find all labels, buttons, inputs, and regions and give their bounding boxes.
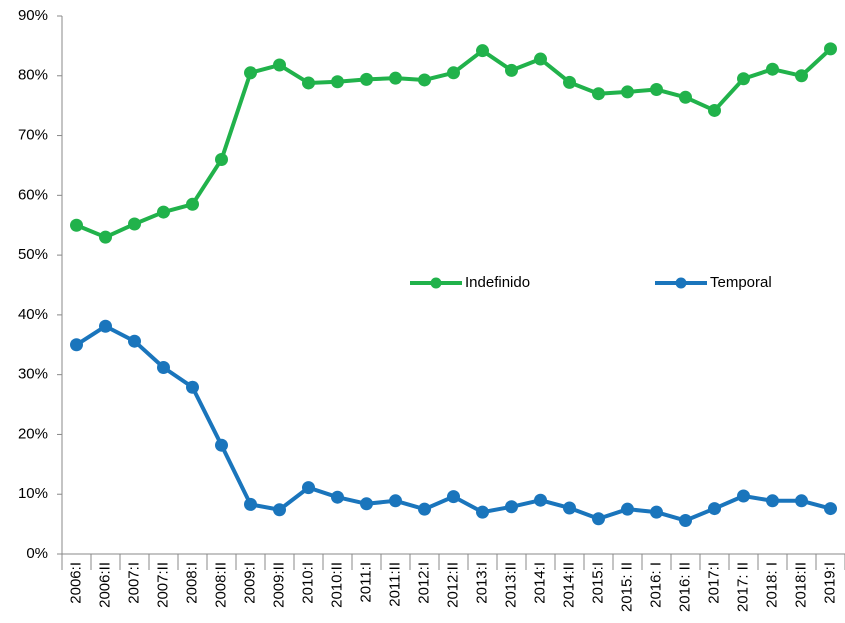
- point: [360, 72, 373, 86]
- legend-label: Temporal: [710, 274, 772, 291]
- point: [737, 489, 750, 503]
- point: [766, 62, 779, 76]
- point: [737, 72, 750, 86]
- point: [563, 75, 576, 89]
- point: [128, 334, 141, 348]
- point: [273, 503, 286, 517]
- point: [273, 58, 286, 72]
- point: [795, 69, 808, 83]
- x-tick-label: 2016: II: [676, 562, 693, 612]
- x-tick-label: 2013:I: [473, 562, 490, 604]
- x-tick-label: 2013:II: [502, 562, 519, 608]
- point: [621, 502, 634, 516]
- x-tick-label: 2007:I: [125, 562, 142, 604]
- y-tick-label: 40%: [18, 306, 48, 323]
- x-tick-label: 2009:II: [270, 562, 287, 608]
- x-tick-label: 2010:II: [328, 562, 345, 608]
- x-tick-label: 2009:I: [241, 562, 258, 604]
- x-tick-label: 2008:I: [183, 562, 200, 604]
- point: [215, 438, 228, 452]
- x-tick-label: 2006:I: [67, 562, 84, 604]
- point: [447, 66, 460, 80]
- point: [99, 319, 112, 333]
- point: [824, 42, 837, 56]
- x-tick-label: 2007:II: [154, 562, 171, 608]
- point: [70, 218, 83, 232]
- point: [157, 205, 170, 219]
- point: [708, 502, 721, 516]
- y-tick-label: 90%: [18, 7, 48, 24]
- x-tick-label: 2011:I: [357, 562, 374, 603]
- y-tick-label: 30%: [18, 366, 48, 383]
- x-tick-label: 2016: I: [647, 562, 664, 608]
- point: [99, 230, 112, 244]
- x-tick-label: 2018: I: [763, 562, 780, 608]
- point: [128, 217, 141, 231]
- point: [679, 514, 692, 528]
- point: [70, 338, 83, 352]
- point: [447, 490, 460, 504]
- x-tick-label: 2015: II: [618, 562, 635, 612]
- point: [650, 83, 663, 97]
- x-tick-label: 2012:I: [415, 562, 432, 604]
- x-tick-label: 2010:I: [299, 562, 316, 604]
- y-tick-label: 70%: [18, 127, 48, 144]
- point: [360, 497, 373, 511]
- point: [534, 493, 547, 507]
- point: [592, 87, 605, 101]
- y-tick-label: 60%: [18, 186, 48, 203]
- point: [157, 360, 170, 374]
- point: [186, 380, 199, 394]
- point: [563, 501, 576, 515]
- point: [708, 103, 721, 117]
- point: [302, 76, 315, 90]
- point: [186, 197, 199, 211]
- point: [389, 71, 402, 85]
- y-tick-label: 20%: [18, 425, 48, 442]
- point: [215, 152, 228, 166]
- x-tick-label: 2008:II: [212, 562, 229, 608]
- point: [418, 502, 431, 516]
- point: [505, 63, 518, 77]
- point: [331, 75, 344, 89]
- x-tick-label: 2017: II: [734, 562, 751, 612]
- point: [302, 481, 315, 495]
- x-tick-label: 2017:I: [705, 562, 722, 604]
- point: [766, 494, 779, 508]
- point: [679, 90, 692, 104]
- point: [621, 85, 634, 99]
- x-tick-label: 2018:II: [792, 562, 809, 608]
- legend-marker: [675, 277, 687, 289]
- y-tick-label: 80%: [18, 67, 48, 84]
- point: [331, 490, 344, 504]
- point: [795, 494, 808, 508]
- x-tick-label: 2006:II: [96, 562, 113, 608]
- legend-label: Indefinido: [465, 274, 530, 291]
- point: [650, 505, 663, 519]
- legend-marker: [430, 277, 442, 289]
- y-tick-label: 0%: [26, 545, 48, 562]
- point: [244, 66, 257, 80]
- point: [389, 494, 402, 508]
- point: [418, 73, 431, 87]
- x-tick-label: 2015:I: [589, 562, 606, 604]
- y-tick-label: 10%: [18, 485, 48, 502]
- x-tick-label: 2014:II: [560, 562, 577, 608]
- point: [534, 52, 547, 66]
- y-tick-label: 50%: [18, 246, 48, 263]
- point: [505, 500, 518, 514]
- x-tick-label: 2011:II: [386, 562, 403, 607]
- x-tick-label: 2012:II: [444, 562, 461, 608]
- x-tick-label: 2014:I: [531, 562, 548, 604]
- point: [244, 497, 257, 511]
- point: [476, 44, 489, 58]
- point: [824, 502, 837, 516]
- x-tick-label: 2019:I: [821, 562, 838, 604]
- point: [592, 512, 605, 526]
- point: [476, 505, 489, 519]
